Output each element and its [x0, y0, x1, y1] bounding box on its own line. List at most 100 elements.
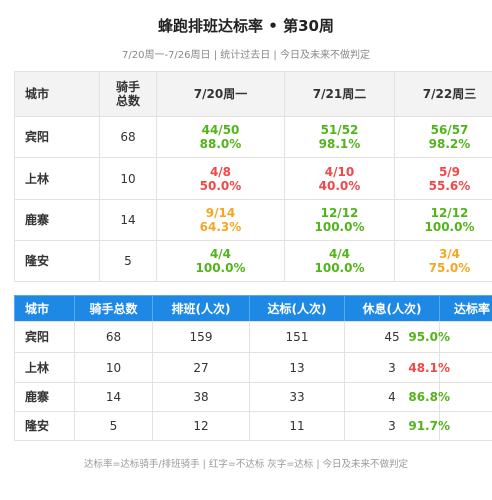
- day-cell: 4/10 40.0%: [284, 157, 395, 200]
- header-cell: 骑手 总数: [99, 71, 157, 117]
- footer: 达标率=达标骑手/排班骑手 | 红字=不达标 灰字=达标 | 今日及未来不做判定: [83, 459, 409, 470]
- riders-cell: 68: [99, 116, 157, 158]
- day-cell: 56/57 98.2%: [394, 116, 492, 158]
- header-text: 达标(人次): [267, 301, 327, 316]
- header-text: 骑手 总数: [115, 80, 140, 108]
- riders-cell: 14: [99, 199, 157, 241]
- summary-cell: 13: [249, 352, 345, 383]
- summary-cell: 27: [152, 352, 250, 383]
- fraction: 9/14: [205, 206, 236, 220]
- cell-text: 5: [109, 419, 118, 433]
- fraction: 4/4: [328, 247, 351, 261]
- cell-text: 95.0%: [408, 330, 450, 344]
- city: 宾阳: [25, 130, 50, 144]
- cell-text: 4: [388, 390, 396, 404]
- header-cell: 城市: [14, 295, 75, 322]
- city-cell: 上林: [14, 157, 100, 200]
- summary-cell: 14: [74, 382, 153, 412]
- header-cell: 达标(人次): [249, 295, 345, 322]
- summary-cell: 12: [152, 411, 250, 441]
- fraction: 44/50: [201, 123, 240, 137]
- riders: 68: [120, 130, 136, 144]
- fraction: 56/57: [430, 123, 469, 137]
- summary-cell: 隆安: [14, 411, 75, 441]
- rate: 100.0%: [195, 261, 246, 275]
- summary-cell: 86.8%: [408, 382, 492, 412]
- cell-text: 鹿寨: [25, 390, 50, 404]
- header-text: 城市: [25, 301, 50, 316]
- header-text: 排班(人次): [171, 301, 231, 316]
- cell-text: 上林: [25, 360, 50, 375]
- cell-text: 隆安: [25, 419, 50, 433]
- header-cell: 7/22周三: [394, 71, 492, 117]
- city: 上林: [25, 171, 50, 186]
- header-cell: 城市: [14, 71, 100, 117]
- summary-cell: 91.7%: [408, 411, 492, 441]
- cell-text: 33: [289, 390, 305, 404]
- cell-text: 14: [105, 390, 122, 404]
- city: 鹿寨: [25, 213, 50, 227]
- city: 隆安: [25, 254, 50, 268]
- header-text: 骑手总数: [89, 301, 138, 316]
- day-cell: 3/4 75.0%: [394, 240, 492, 282]
- header-cell: 7/21周二: [284, 71, 395, 117]
- header-text: 7/20周一: [193, 87, 248, 101]
- header-cell: 排班(人次): [152, 295, 250, 322]
- day-cell: 4/4 100.0%: [156, 240, 285, 282]
- summary-cell: 5: [74, 411, 153, 441]
- fraction: 12/12: [430, 206, 469, 220]
- fraction: 5/9: [438, 164, 461, 179]
- cell-text: 3: [388, 360, 396, 375]
- summary-cell: 151: [249, 321, 345, 353]
- cell-text: 12: [193, 419, 209, 433]
- summary-cell: 38: [152, 382, 250, 412]
- riders: 14: [120, 213, 136, 227]
- cell-text: 38: [193, 390, 209, 404]
- summary-cell: 159: [152, 321, 250, 353]
- summary-cell: 上林: [14, 352, 75, 383]
- header-text: 达标率: [453, 301, 490, 316]
- rate: 75.0%: [428, 261, 471, 275]
- header-text: 城市: [25, 87, 50, 101]
- cell-text: 27: [193, 360, 209, 375]
- fraction: 4/8: [209, 164, 232, 179]
- summary-cell: 68: [74, 321, 153, 353]
- day-cell: 51/52 98.1%: [284, 116, 395, 158]
- cell-text: 13: [289, 360, 305, 375]
- cell-text: 45: [384, 330, 400, 344]
- day-cell: 9/14 64.3%: [156, 199, 285, 241]
- rate: 100.0%: [314, 220, 365, 234]
- rate: 55.6%: [428, 178, 471, 193]
- fraction: 51/52: [320, 123, 359, 137]
- cell-text: 91.7%: [408, 419, 450, 433]
- city-cell: 鹿寨: [14, 199, 100, 241]
- cell-text: 86.8%: [408, 390, 450, 404]
- title: 蜂跑排班达标率 • 第30周: [158, 17, 334, 35]
- header-cell: 骑手总数: [74, 295, 153, 322]
- cell-text: 159: [189, 330, 213, 344]
- header-cell: 7/20周一: [156, 71, 285, 117]
- city-cell: 隆安: [14, 240, 100, 282]
- cell-text: 151: [285, 330, 309, 344]
- cell-text: 68: [105, 330, 122, 344]
- header-text: 7/22周三: [422, 87, 477, 101]
- day-cell: 4/8 50.0%: [156, 157, 285, 200]
- riders: 5: [124, 254, 132, 268]
- city-cell: 宾阳: [14, 116, 100, 158]
- rate: 50.0%: [199, 178, 242, 193]
- day-cell: 12/12 100.0%: [394, 199, 492, 241]
- cell-text: 3: [388, 419, 396, 433]
- cell-text: 11: [289, 419, 305, 433]
- header-cell: 达标率: [439, 295, 492, 322]
- summary-cell: 48.1%: [408, 352, 492, 383]
- rate: 98.2%: [428, 137, 471, 151]
- riders-cell: 5: [99, 240, 157, 282]
- fraction: 3/4: [438, 247, 461, 261]
- fraction: 4/4: [209, 247, 232, 261]
- fraction: 12/12: [320, 206, 359, 220]
- riders-cell: 10: [99, 157, 157, 200]
- header-text: 7/21周二: [312, 87, 367, 101]
- header-text: 休息(人次): [362, 301, 422, 316]
- summary-cell: 宾阳: [14, 321, 75, 353]
